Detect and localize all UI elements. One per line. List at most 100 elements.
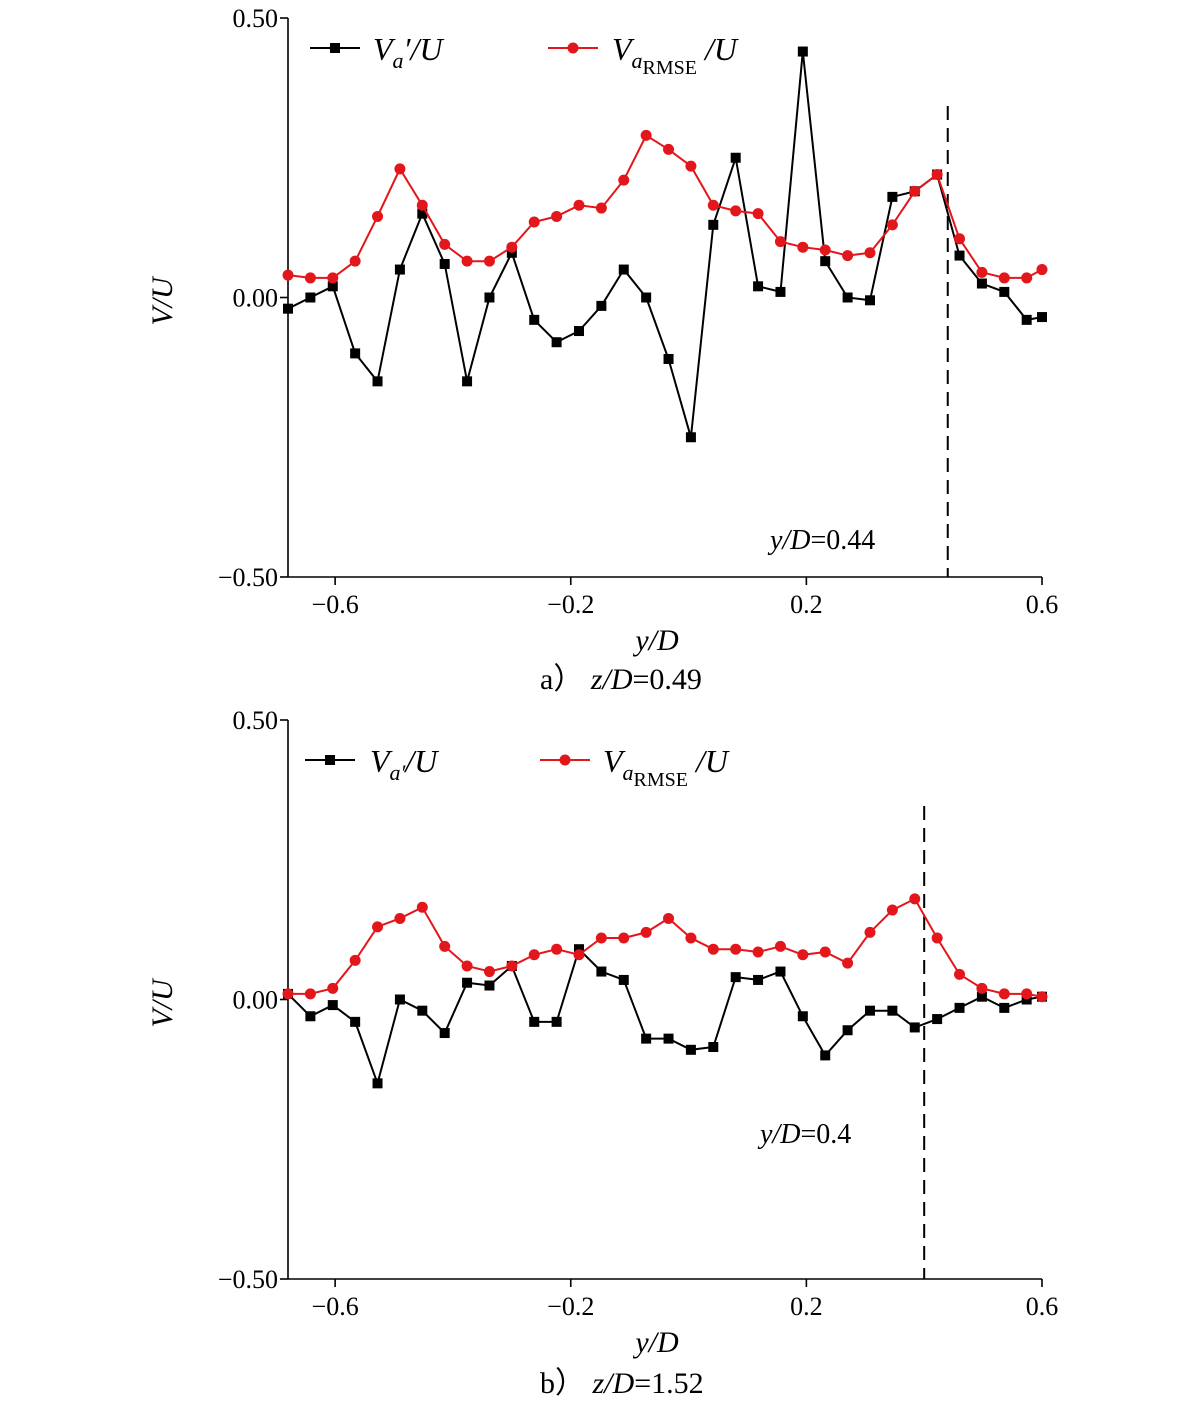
y-tick-label: 0.50 [233,706,279,735]
data-point [416,901,428,913]
y-tick-label: 0.00 [233,284,279,313]
reference-line-label: y/D=0.44 [767,525,875,556]
data-point [820,256,831,267]
data-point [976,991,987,1002]
data-point [730,205,742,217]
data-point [685,932,697,944]
data-point [529,1016,540,1027]
data-point [305,292,316,303]
data-point [304,272,316,284]
data-point [887,1005,898,1016]
data-point [595,202,607,214]
data-point [551,1016,562,1027]
data-point [528,949,540,961]
legend-entry: Va′/U [310,31,444,73]
data-point [999,1002,1010,1013]
data-point [484,980,495,991]
data-point [663,912,675,924]
data-point [595,932,607,944]
data-point [1036,991,1048,1003]
data-point [506,960,518,972]
data-point [394,912,406,924]
series-va-prime [283,46,1047,443]
data-point [864,295,875,306]
data-point [618,932,630,944]
data-point [372,376,383,387]
data-point [864,926,876,938]
data-point [753,281,764,292]
series-va-rmse [282,129,1048,284]
legend-marker [330,43,340,53]
data-point [819,946,831,958]
data-point [349,954,361,966]
data-point [461,960,473,972]
data-point [327,982,339,994]
data-point [327,1000,338,1011]
data-point [708,1042,719,1053]
data-point [663,143,675,155]
legend-label: VaRMSE /U [612,31,739,79]
data-point [819,244,831,256]
data-point [618,974,629,985]
x-tick-label: −0.6 [312,1292,359,1321]
data-point [618,174,630,186]
data-point [909,1022,920,1033]
data-point [394,163,406,175]
data-point [573,944,584,955]
data-point [842,292,853,303]
data-point [641,1033,652,1044]
data-point [372,210,384,222]
x-tick-label: 0.2 [790,1292,823,1321]
x-tick-label: −0.2 [547,1292,594,1321]
data-point [462,376,473,387]
data-point [820,1050,831,1061]
data-point [909,185,921,197]
data-point [774,236,786,248]
data-point [976,982,988,994]
x-tick-label: −0.6 [312,590,359,619]
data-point [998,272,1010,284]
data-point [327,281,338,292]
data-point [797,241,809,253]
data-point [439,940,451,952]
data-point [685,1044,696,1055]
data-point [886,904,898,916]
chart-panel-b: −0.50 0.00 0.50 −0.6 −0.2 0.2 0.6 V/U y/D y/D=0.4… [146,706,1058,1400]
x-tick-label: 0.6 [1026,1292,1059,1321]
data-point [1021,988,1033,1000]
data-point [596,300,607,311]
data-point [417,1005,428,1016]
data-point [529,314,540,325]
data-point [640,129,652,141]
data-point [483,255,495,267]
data-point [618,264,629,275]
data-point [417,208,428,219]
data-point [842,1025,853,1036]
data-point [1036,264,1048,276]
data-point [573,199,585,211]
legend-marker [325,755,335,765]
y-tick-label: −0.50 [218,563,278,592]
data-point [439,238,451,250]
data-point [573,326,584,337]
data-point [797,46,808,57]
data-point [753,974,764,985]
data-point [730,943,742,955]
legend-label: VaRMSE /U [603,743,730,791]
legend-marker [567,42,579,54]
data-point [349,255,361,267]
x-tick-label: −0.2 [547,590,594,619]
data-point [998,988,1010,1000]
data-point [775,286,786,297]
data-point [954,233,966,245]
data-point [707,199,719,211]
data-point [1037,312,1047,323]
data-point [640,926,652,938]
data-point [752,208,764,220]
y-axis-label: V/U [146,977,179,1028]
data-point [886,219,898,231]
data-point [685,432,696,443]
data-point [416,199,428,211]
x-tick-label: 0.6 [1026,590,1059,619]
series-va-rmse [282,893,1048,1003]
